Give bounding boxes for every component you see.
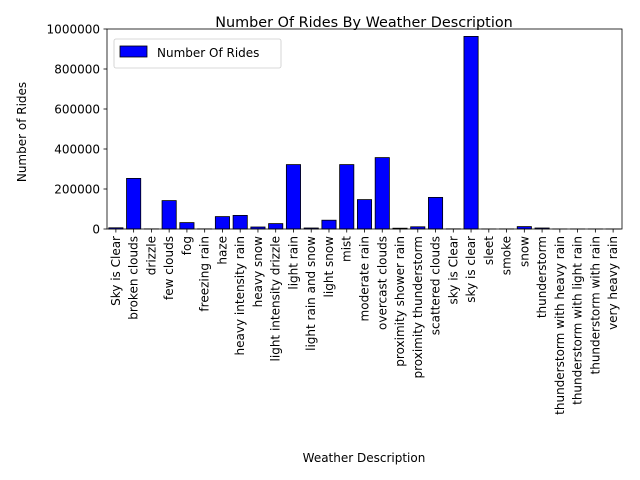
x-tick-label: sleet (482, 236, 496, 265)
x-tick-label: proximity shower rain (393, 236, 407, 367)
y-tick-label: 0 (92, 222, 100, 236)
bar (463, 36, 479, 230)
y-tick-label: 800000 (54, 62, 100, 76)
x-tick-label: few clouds (162, 236, 176, 300)
x-tick-label: very heavy rain (606, 236, 620, 330)
x-tick-label: smoke (500, 236, 514, 275)
bar (339, 164, 355, 230)
bar (428, 196, 444, 230)
x-tick-label: light snow (322, 236, 336, 298)
legend-label: Number Of Rides (157, 46, 259, 60)
x-axis: Sky is Clear broken clouds drizzle few clou… (109, 229, 620, 415)
bar (126, 177, 142, 230)
x-tick-label: Sky is Clear (109, 236, 123, 306)
legend-swatch (119, 45, 148, 58)
x-tick-label: fog (180, 236, 194, 255)
x-tick-label: scattered clouds (429, 236, 443, 335)
x-tick-label: thunderstorm with light rain (571, 236, 585, 405)
bar (161, 200, 177, 230)
chart-title: Number Of Rides By Weather Description (215, 15, 513, 31)
x-tick-label: light intensity drizzle (269, 236, 283, 361)
plot-frame (106, 28, 623, 230)
y-tick-label: 600000 (54, 102, 100, 116)
bar (374, 157, 390, 230)
x-tick-label: snow (517, 236, 531, 267)
x-tick-label: mist (340, 236, 354, 262)
y-tick-label: 1000000 (47, 22, 100, 36)
x-tick-label: sky is Clear (446, 236, 460, 305)
legend-box (113, 38, 282, 69)
x-tick-label: proximity thunderstorm (411, 236, 425, 379)
x-tick-label: sky is clear (464, 236, 478, 303)
x-tick-label: heavy snow (251, 236, 265, 308)
x-tick-label: moderate rain (358, 236, 372, 321)
bar (285, 164, 301, 230)
y-tick-label: 400000 (54, 142, 100, 156)
x-tick-label: broken clouds (127, 236, 141, 320)
bar (179, 222, 195, 230)
y-tick-label: 200000 (54, 182, 100, 196)
x-tick-label: overcast clouds (375, 236, 389, 330)
x-tick-label: heavy intensity rain (233, 236, 247, 355)
y-axis-label: Number of Rides (15, 82, 29, 182)
x-axis-label: Weather Description (303, 451, 426, 465)
legend: Number Of Rides (113, 38, 282, 69)
x-tick-label: thunderstorm with heavy rain (553, 236, 567, 415)
x-tick-label: light rain and snow (304, 236, 318, 351)
x-tick-label: drizzle (144, 236, 158, 275)
bar (214, 216, 230, 230)
bar (356, 199, 373, 230)
bar (232, 214, 248, 230)
bar (321, 219, 337, 230)
x-tick-label: thunderstorm (535, 236, 549, 318)
x-tick-label: freezing rain (198, 236, 212, 312)
x-tick-label: thunderstorm with rain (588, 236, 602, 374)
x-tick-label: haze (215, 236, 229, 265)
bar (268, 223, 284, 230)
y-axis: 0 200000 400000 600000 800000 1000000 (47, 22, 107, 236)
x-tick-label: light rain (286, 236, 300, 290)
